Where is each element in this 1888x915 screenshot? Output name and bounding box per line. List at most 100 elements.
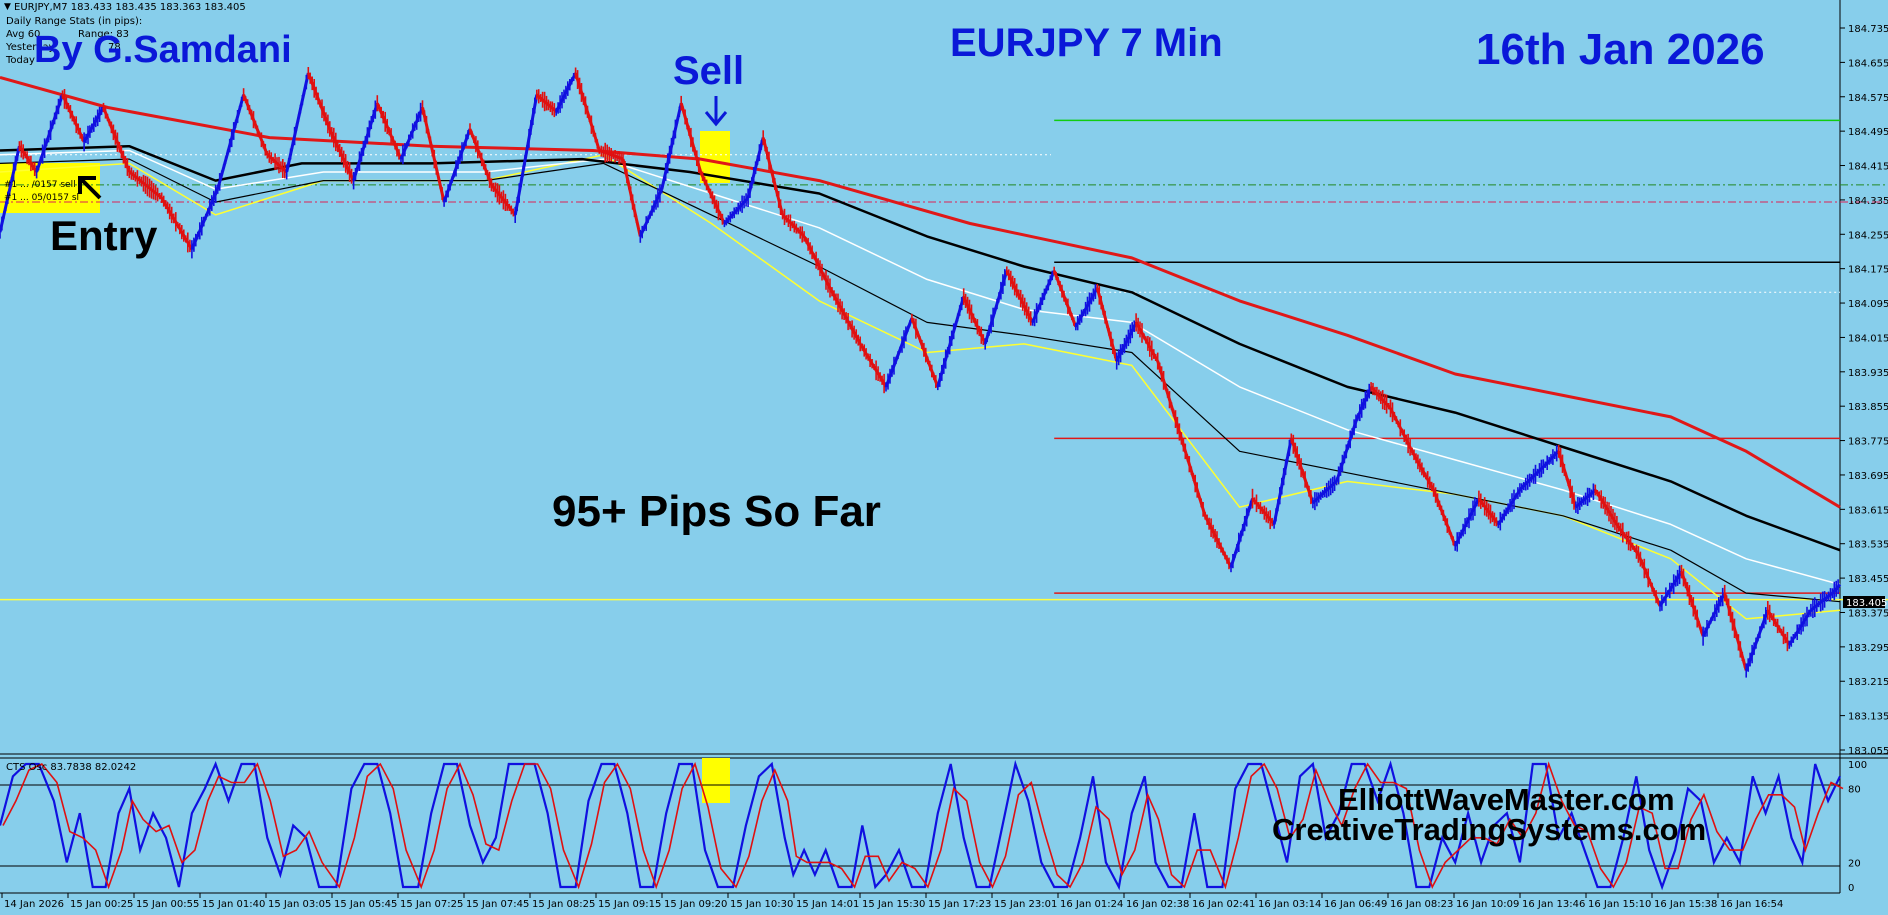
price-swing (102, 106, 131, 173)
price-swing (1115, 321, 1138, 362)
price-swing (216, 94, 246, 190)
price-swing (0, 145, 21, 233)
ma-black2-line (0, 158, 1841, 603)
site1-label[interactable]: ElliottWaveMaster.com (1338, 782, 1675, 817)
price-swing (1369, 385, 1392, 410)
stats-yesterday: Yesterday (5, 42, 55, 53)
price-swing (190, 188, 220, 250)
price-bars (0, 67, 1842, 678)
time-tick-label: 15 Jan 00:55 (136, 899, 199, 910)
chart-menu-icon: ▼ (4, 2, 11, 12)
price-swing (781, 213, 806, 238)
time-tick-label: 15 Jan 00:25 (70, 899, 133, 910)
price-swing (746, 137, 765, 199)
time-tick-label: 15 Jan 08:25 (532, 899, 595, 910)
stats-yesterday-val: 78 (108, 42, 121, 53)
osc-highlight (702, 758, 730, 803)
osc-k-line (0, 759, 1841, 891)
price-swing (858, 343, 888, 388)
entry-arrow-icon (78, 176, 102, 200)
horizontal-levels (0, 119, 1888, 601)
price-swing (1052, 270, 1078, 328)
author-label: By G.Samdani (34, 29, 292, 71)
time-tick-label: 16 Jan 15:10 (1588, 899, 1651, 910)
price-swing (306, 72, 332, 130)
price-tick-label: 183.215 (1848, 677, 1888, 688)
osc-tick-label: 20 (1848, 858, 1861, 869)
pips-label: 95+ Pips So Far (552, 487, 881, 536)
price-swing (18, 145, 38, 173)
price-swing (1744, 609, 1770, 671)
time-tick-label: 15 Jan 01:40 (202, 899, 265, 910)
price-swing (574, 72, 601, 151)
current-price-label: 183.405 (1846, 598, 1887, 609)
price-swing (160, 196, 194, 251)
price-swing (1432, 489, 1457, 547)
price-swing (1203, 515, 1233, 569)
price-tick-label: 184.175 (1848, 265, 1888, 276)
time-tick-label: 16 Jan 15:38 (1654, 899, 1717, 910)
price-swing (723, 196, 750, 225)
time-tick-label: 16 Jan 13:46 (1522, 899, 1585, 910)
stats-avg: Avg 60 (6, 29, 40, 40)
site2-label[interactable]: CreativeTradingSystems.com (1272, 812, 1706, 847)
price-swing (1809, 591, 1834, 612)
price-swing (490, 183, 517, 216)
time-tick-label: 15 Jan 17:23 (928, 899, 991, 910)
price-swing (1574, 488, 1597, 509)
price-swing (1557, 450, 1578, 508)
price-swing (1354, 386, 1373, 422)
price-swing (82, 106, 105, 143)
oscillator-lines (0, 759, 1844, 891)
price-swing (679, 102, 703, 173)
time-tick-label: 16 Jan 03:14 (1258, 899, 1321, 910)
order-label-sell: #1 ... /0157 sell (4, 180, 76, 190)
time-tick-label: 16 Jan 16:54 (1720, 899, 1783, 910)
price-tick-label: 184.495 (1848, 127, 1888, 138)
price-swing (442, 128, 472, 203)
sell-label: Sell (673, 49, 744, 93)
price-swing (1658, 570, 1683, 607)
price-tick-label: 184.015 (1848, 333, 1888, 344)
time-tick-label: 15 Jan 15:30 (862, 899, 925, 910)
price-swing (1453, 497, 1481, 547)
price-swing (399, 106, 424, 160)
price-swing (1701, 592, 1727, 637)
price-swing (285, 72, 310, 173)
main-pane[interactable]: 183.405 (0, 0, 1888, 894)
time-tick-label: 15 Jan 03:05 (268, 899, 331, 910)
price-swing (554, 72, 577, 113)
time-tick-label: 16 Jan 06:49 (1324, 899, 1387, 910)
price-tick-label: 184.335 (1848, 196, 1888, 207)
price-swing (128, 170, 163, 199)
price-swing (513, 94, 539, 216)
price-swing (638, 188, 664, 238)
price-swing (266, 153, 288, 174)
price-swing (61, 93, 86, 143)
price-swing (1031, 270, 1056, 323)
price-swing (375, 102, 403, 160)
price-swing (962, 295, 987, 345)
time-tick-label: 15 Jan 05:45 (334, 899, 397, 910)
price-tick-label: 183.295 (1848, 643, 1888, 654)
price-swing (761, 137, 785, 216)
oscillator-pane[interactable]: CTS Osc 83.7838 82.0242 (0, 758, 1844, 891)
price-swing (1272, 438, 1293, 525)
price-swing (621, 158, 642, 237)
price-swing (828, 287, 862, 345)
osc-d-line (2, 761, 1844, 890)
osc-tick-label: 0 (1848, 883, 1854, 894)
price-swing (910, 317, 940, 388)
stats-title: Daily Range Stats (in pips): (6, 16, 142, 27)
price-tick-label: 184.255 (1848, 230, 1888, 241)
time-tick-label: 15 Jan 07:45 (466, 899, 529, 910)
price-swing (983, 270, 1009, 345)
price-swing (1540, 450, 1560, 470)
time-tick-label: 16 Jan 02:41 (1192, 899, 1255, 910)
time-tick-label: 16 Jan 08:23 (1390, 899, 1453, 910)
price-swing (352, 102, 379, 182)
price-swing (1637, 553, 1662, 607)
price-swing (1477, 497, 1500, 526)
